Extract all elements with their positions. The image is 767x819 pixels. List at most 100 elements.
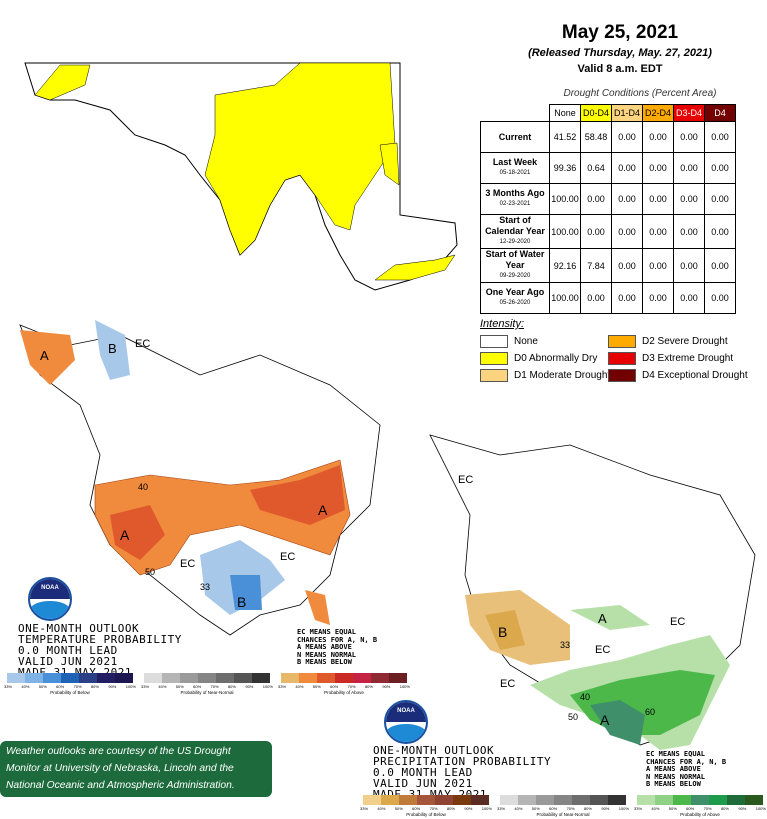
table-header-row: None D0-D4 D1-D4 D2-D4 D3-D4 D4 — [481, 104, 736, 122]
table-row: Last Week 05-18-2021 99.36 0.64 0.00 0.00 0.00… — [480, 152, 736, 184]
outlook-line: PRECIPITATION PROBABILITY — [373, 755, 552, 768]
value-cell: 0.00 — [611, 282, 643, 314]
table-row: One Year Ago 05-26-2020 100.00 0.00 0.00 0.00… — [480, 282, 736, 314]
tick-label: 70% — [566, 806, 575, 811]
color-swatch — [608, 795, 626, 805]
row-label: One Year Ago 05-26-2020 — [480, 282, 550, 314]
color-swatch — [363, 795, 381, 805]
value-cell: 0.00 — [580, 214, 612, 249]
scale-label: Probability of Above — [680, 812, 720, 817]
color-scale-bar — [281, 673, 407, 683]
scale-ticks: 33% 40% 50% 60% 70% 80% 90% 100% — [634, 806, 766, 811]
scale-ticks: 33% 40% 50% 60% 70% 80% 90% 100% — [141, 684, 273, 689]
tick-label: 33% — [497, 806, 506, 811]
color-swatch — [299, 673, 317, 683]
tick-label: 60% — [330, 684, 339, 689]
legend-d1: D1 Moderate Drought — [480, 369, 610, 382]
color-swatch — [335, 673, 353, 683]
outlook-line: 0.0 MONTH LEAD — [373, 766, 473, 779]
value-cell: 41.52 — [549, 121, 581, 153]
scale-label: Probability of Near-Normal — [536, 812, 590, 817]
noaa-logo: NOAA — [384, 700, 428, 744]
key-line: EC MEANS EQUAL — [297, 628, 357, 636]
blank-cell — [481, 105, 550, 122]
tick-label: 70% — [73, 684, 82, 689]
tick-label: 70% — [703, 806, 712, 811]
outlook-line: VALID JUN 2021 — [373, 777, 473, 790]
legend-d0: D0 Abnormally Dry — [480, 352, 597, 365]
tick-label: 60% — [193, 684, 202, 689]
value-cell: 0.00 — [642, 214, 674, 249]
above-core — [590, 700, 645, 745]
outlook-line: MADE 31 MAY 2021 — [18, 667, 182, 678]
label-ec: EC — [135, 338, 150, 350]
color-swatch — [216, 673, 234, 683]
label-ec: EC — [458, 474, 473, 486]
label-ec: EC — [280, 551, 295, 563]
row-label: Last Week 05-18-2021 — [480, 152, 550, 184]
table-row: Current 41.52 58.48 0.00 0.00 0.00 0.00 — [480, 121, 736, 153]
value-cell: 0.00 — [704, 282, 736, 314]
tick-label: 50% — [668, 806, 677, 811]
color-swatch — [637, 795, 655, 805]
color-swatch — [25, 673, 43, 683]
outlook-line: ONE-MONTH OUTLOOK — [373, 744, 495, 757]
precipitation-outlook-map: EC B A EC EC EC A 33 40 50 60 — [429, 434, 756, 750]
row-date: 02-23-2021 — [499, 201, 531, 207]
release-date: (Released Thursday, May. 27, 2021) — [528, 47, 712, 59]
tick-label: 40% — [651, 806, 660, 811]
tick-label: 40% — [377, 806, 386, 811]
label-ec: EC — [500, 678, 515, 690]
tick-label: 80% — [90, 684, 99, 689]
value-cell: 100.00 — [549, 282, 581, 314]
color-swatch — [745, 795, 763, 805]
color-swatch — [198, 673, 216, 683]
d0-region-main — [204, 62, 396, 256]
tick-label: 70% — [347, 684, 356, 689]
maryland-drought-map — [24, 62, 458, 291]
row-label-text: Start of Water Year — [485, 249, 545, 270]
tick-label: 60% — [56, 684, 65, 689]
legend-label: None — [514, 336, 538, 347]
value-cell: 92.16 — [549, 248, 581, 283]
precip-outlook-title: ONE-MONTH OUTLOOK PRECIPITATION PROBABIL… — [373, 745, 551, 800]
scale-label: Probability of Above — [324, 690, 364, 695]
key-line: B MEANS BELOW — [646, 780, 701, 788]
scale-ticks: 33% 40% 50% 60% 70% 80% 90% 100% — [360, 806, 492, 811]
temperature-outlook-map: A B EC A A B EC EC 40 50 33 — [19, 320, 381, 636]
color-scale-bar — [363, 795, 489, 805]
value-cell: 0.00 — [580, 282, 612, 314]
col-none: None — [549, 104, 581, 122]
key-line: EC MEANS EQUAL — [646, 750, 706, 758]
row-date: 09-29-2020 — [499, 273, 531, 279]
row-label: Start of Calendar Year 12-29-2020 — [480, 214, 550, 249]
tick-label: 50% — [394, 806, 403, 811]
tick-label: 80% — [720, 806, 729, 811]
drought-conditions-table: None D0-D4 D1-D4 D2-D4 D3-D4 D4 Current 4… — [480, 104, 736, 314]
below-core — [485, 610, 525, 650]
label-a: A — [120, 527, 130, 543]
scale-ticks: 33% 40% 50% 60% 70% 80% 90% 100% — [278, 684, 410, 689]
col-d0: D0-D4 — [580, 104, 612, 122]
row-label-text: 3 Months Ago — [485, 188, 545, 198]
row-label-text: Current — [498, 131, 532, 142]
tick-label: 100% — [399, 684, 410, 689]
row-label: Start of Water Year 09-29-2020 — [480, 248, 550, 283]
value-cell: 0.00 — [673, 152, 705, 184]
value-cell: 7.84 — [580, 248, 612, 283]
below-core — [230, 575, 262, 610]
below-alaska — [95, 320, 130, 380]
key-line: N MEANS NORMAL — [297, 650, 357, 659]
label-a: A — [318, 502, 328, 518]
tick-label: 80% — [227, 684, 236, 689]
tick-label: 50% — [312, 684, 321, 689]
color-swatch — [709, 795, 727, 805]
label-ec: EC — [180, 558, 195, 570]
tick-label: 70% — [210, 684, 219, 689]
label-a: A — [600, 712, 610, 728]
contour-33: 33 — [200, 582, 210, 592]
courtesy-note: Weather outlooks are courtesy of the US … — [0, 741, 272, 797]
legend-label: D3 Extreme Drought — [642, 353, 734, 364]
value-cell: 0.00 — [611, 248, 643, 283]
value-cell: 0.00 — [704, 152, 736, 184]
